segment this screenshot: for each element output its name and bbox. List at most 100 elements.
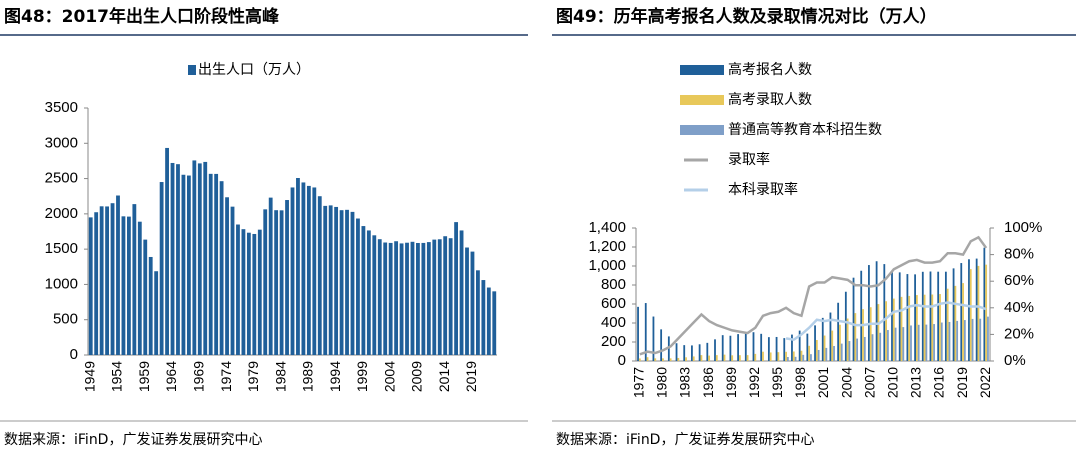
bar <box>219 181 224 355</box>
bar <box>669 358 672 361</box>
bar <box>481 280 486 355</box>
bar <box>677 357 680 361</box>
x-tick-label: 1949 <box>81 361 97 392</box>
bar <box>675 343 678 361</box>
x-tick-label: 2010 <box>885 367 901 398</box>
y-tick-label: 1,400 <box>588 219 626 236</box>
bar <box>829 312 832 361</box>
bar <box>723 354 726 361</box>
bar <box>892 298 895 361</box>
bar <box>921 271 924 361</box>
bar <box>644 303 647 361</box>
bar <box>923 294 926 361</box>
bar <box>948 321 951 361</box>
bar <box>879 332 882 361</box>
bar <box>910 325 912 361</box>
bar <box>116 195 120 355</box>
bar <box>983 247 986 361</box>
bar <box>323 205 328 355</box>
x-tick-label: 1989 <box>723 367 739 398</box>
bar <box>426 242 431 355</box>
bar <box>312 187 317 355</box>
bar <box>746 355 749 361</box>
bar <box>954 285 957 361</box>
y-tick-label: 2000 <box>45 205 78 222</box>
bar <box>186 175 191 355</box>
bar <box>432 239 437 355</box>
bar <box>154 271 159 355</box>
x-tick-label: 2001 <box>815 367 831 398</box>
x-tick-label: 1998 <box>792 367 808 398</box>
bar <box>660 329 663 361</box>
bar <box>159 182 164 355</box>
y-tick-label: 1500 <box>45 240 78 257</box>
bar <box>698 344 701 361</box>
bar <box>769 352 772 361</box>
x-tick-label: 1986 <box>700 367 716 398</box>
x-tick-label: 2019 <box>954 367 970 398</box>
bar <box>752 332 755 361</box>
bar <box>181 174 186 355</box>
bar <box>902 327 905 361</box>
bar <box>762 351 764 361</box>
bar <box>862 309 864 361</box>
bar <box>252 233 257 355</box>
bar <box>715 355 718 361</box>
bar <box>877 304 880 361</box>
bar <box>852 277 855 361</box>
x-tick-label: 1964 <box>163 361 179 392</box>
bar <box>898 272 901 361</box>
bar <box>960 263 963 361</box>
bar <box>274 210 279 355</box>
bar <box>891 271 893 361</box>
bar <box>887 330 889 361</box>
bar <box>985 264 988 361</box>
bar <box>937 271 940 361</box>
bar <box>99 206 104 355</box>
bar <box>956 320 959 361</box>
bar <box>871 334 874 361</box>
bar <box>306 185 311 355</box>
bar <box>856 338 859 361</box>
bar <box>944 271 947 361</box>
legend-swatch <box>188 65 196 75</box>
bar <box>230 206 235 355</box>
source: 数据来源：iFinD，广发证券发展研究中心 <box>4 432 262 448</box>
y-tick-label: 2500 <box>45 170 78 187</box>
bar <box>917 324 920 361</box>
bar <box>814 325 816 361</box>
legend-label: 高考录取人数 <box>728 91 812 108</box>
bar <box>465 247 469 355</box>
bar <box>448 238 453 355</box>
bar <box>883 264 886 361</box>
bar <box>143 239 148 355</box>
bar <box>334 206 339 355</box>
y-tick-label: 3500 <box>45 99 78 116</box>
bar <box>700 355 703 361</box>
bar <box>952 268 955 361</box>
x-tick-label: 1979 <box>245 361 261 392</box>
bar <box>906 274 909 361</box>
y2-tick-label: 40% <box>1004 299 1034 316</box>
bar <box>361 226 366 355</box>
bar <box>683 345 686 361</box>
bar <box>208 173 213 355</box>
y-tick-label: 200 <box>601 333 626 350</box>
bar <box>296 178 300 355</box>
legend-swatch <box>680 95 724 105</box>
legend-label: 录取率 <box>728 151 770 168</box>
chart-title: 图48：2017年出生人口阶段性高峰 <box>4 6 280 27</box>
bar <box>777 352 780 361</box>
bar <box>969 269 972 361</box>
bar <box>416 243 420 355</box>
x-tick-label: 1954 <box>109 361 125 392</box>
bar <box>825 347 828 361</box>
bar <box>246 232 251 355</box>
bar <box>268 197 273 355</box>
y-tick-label: 1,000 <box>588 257 626 274</box>
bar <box>236 224 240 355</box>
bar <box>775 336 778 361</box>
bar <box>241 229 246 355</box>
bar <box>88 217 93 355</box>
bar <box>868 265 870 361</box>
